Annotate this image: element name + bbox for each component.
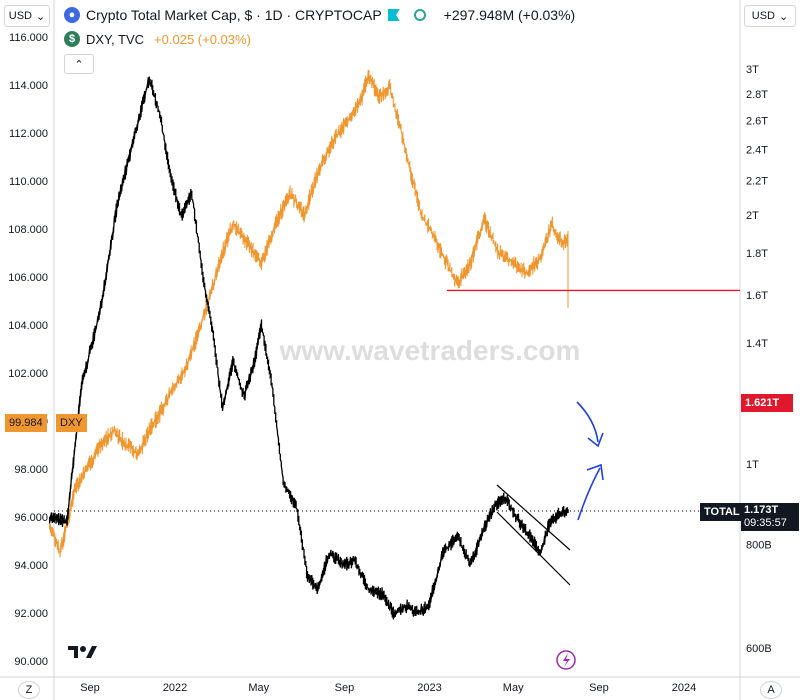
right-axis-tick-label: 2T: [746, 210, 759, 222]
right-axis-tick-label: 800B: [746, 540, 772, 552]
right-axis-tick-label: 1.8T: [746, 248, 768, 260]
left-currency-label: USD: [8, 10, 32, 22]
total-price-tag: 1.173T 09:35:57: [741, 503, 799, 531]
right-axis-tick-label: 1T: [746, 459, 759, 471]
chevron-down-icon: ⌄: [779, 10, 789, 23]
time-axis-tick-label: May: [503, 682, 524, 694]
dollar-icon: $: [64, 31, 80, 47]
crypto-market-icon: ●: [64, 7, 80, 23]
time-axis-tick-label: Sep: [589, 682, 609, 694]
dxy-legend-change: +0.025 (+0.03%): [154, 31, 251, 47]
bar-countdown: 09:35:57: [744, 517, 787, 529]
right-axis-tick-label: 3T: [746, 64, 759, 76]
left-axis-tick-label: 90.000: [14, 656, 48, 668]
left-axis-tick-label: 98.000: [14, 464, 48, 476]
total-series-line[interactable]: [49, 69, 569, 558]
watermark: www.wavetraders.com: [279, 335, 581, 366]
channel-lower-line[interactable]: [496, 511, 571, 586]
total-legend-title: Crypto Total Market Cap, $ · 1D · CRYPTO…: [86, 7, 382, 23]
total-legend[interactable]: ● Crypto Total Market Cap, $ · 1D · CRYP…: [64, 7, 575, 23]
flag-icon[interactable]: [387, 9, 400, 21]
down-arrow-drawing[interactable]: [576, 401, 604, 448]
right-axis-tick-label: 1.6T: [746, 290, 768, 302]
dxy-legend-title: DXY, TVC: [86, 31, 145, 47]
left-axis-tick-label: 96.000: [14, 512, 48, 524]
zoom-button-label: Z: [25, 684, 33, 696]
auto-scale-button-label: A: [767, 684, 775, 696]
up-arrow-drawing[interactable]: [577, 463, 604, 521]
channel-upper-line[interactable]: [496, 484, 571, 551]
dxy-price-value: 99.984: [9, 417, 43, 429]
total-name-tag: TOTAL: [700, 503, 744, 521]
tradingview-logo: [68, 646, 97, 658]
time-axis-tick-label: May: [248, 682, 269, 694]
left-axis-tick-label: 114.000: [9, 80, 48, 92]
left-currency-select[interactable]: USD ⌄: [4, 5, 50, 27]
collapse-legend-button[interactable]: ⌃: [64, 54, 94, 74]
left-axis-tick-label: 94.000: [14, 560, 48, 572]
left-axis-tick-label: 116.000: [9, 32, 48, 44]
time-axis-tick-label: 2022: [163, 682, 187, 694]
right-axis-tick-label: 600B: [746, 643, 772, 655]
left-axis-tick-label: 112.000: [9, 128, 48, 140]
total-price-value: 1.173T: [744, 504, 779, 516]
time-axis[interactable]: Sep 2022 May Sep 2023 May Sep 2024: [80, 682, 696, 694]
dxy-price-tag: 99.984: [5, 414, 47, 432]
right-axis-tick-label: 1.4T: [746, 338, 768, 350]
right-currency-label: USD: [751, 10, 775, 22]
chevron-up-icon: ⌃: [74, 58, 84, 71]
dxy-name-label: DXY: [60, 417, 83, 429]
left-axis-tick-label: 102.000: [8, 368, 48, 380]
left-axis-tick-label: 104.000: [8, 320, 48, 332]
left-axis-tick-label: 108.000: [8, 224, 48, 236]
auto-scale-button[interactable]: A: [760, 681, 782, 699]
dxy-name-tag: DXY: [56, 414, 87, 432]
dxy-legend[interactable]: $ DXY, TVC +0.025 (+0.03%): [64, 31, 251, 47]
left-axis[interactable]: 116.000 114.000 112.000 110.000 108.000 106.0…: [8, 32, 48, 668]
left-axis-tick-label: 92.000: [14, 608, 48, 620]
right-axis-tick-label: 2.2T: [746, 176, 768, 188]
time-axis-tick-label: 2024: [672, 682, 696, 694]
total-name-label: TOTAL: [704, 506, 740, 518]
dxy-series-line[interactable]: [48, 76, 569, 620]
right-axis-tick-label: 2.4T: [746, 144, 768, 156]
event-lightning-icon[interactable]: [556, 650, 576, 670]
left-axis-tick-label: 106.000: [8, 272, 48, 284]
level-price-value: 1.621T: [745, 397, 780, 409]
left-axis-tick-label: 110.000: [9, 176, 48, 188]
status-dot-icon: [413, 9, 426, 21]
level-price-tag: 1.621T: [741, 394, 793, 412]
total-legend-change: +297.948M (+0.03%): [443, 7, 576, 23]
time-axis-tick-label: 2023: [417, 682, 441, 694]
right-axis-tick-label: 2.6T: [746, 115, 768, 127]
chevron-down-icon: ⌄: [36, 10, 46, 23]
time-axis-tick-label: Sep: [335, 682, 355, 694]
right-axis-tick-label: 2.8T: [746, 89, 768, 101]
time-axis-tick-label: Sep: [80, 682, 100, 694]
right-currency-select[interactable]: USD ⌄: [744, 5, 796, 27]
zoom-button[interactable]: Z: [18, 681, 40, 699]
